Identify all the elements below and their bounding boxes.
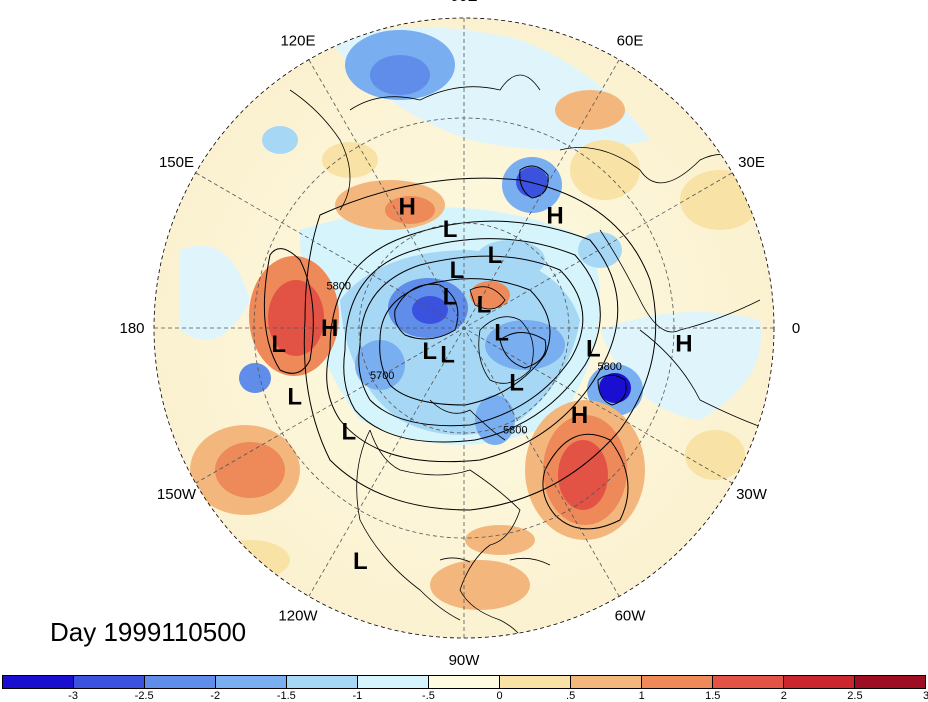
colorbar-boxes [2,675,926,689]
low-pressure-label: L [440,341,455,368]
high-pressure-label: H [399,193,416,220]
colorbar-tick-label: -.5 [422,690,435,702]
contour-labels: 5800 5700 5800 5800 [327,281,622,437]
height-contours [263,165,657,530]
longitude-label: 150W [157,486,197,503]
map-boundary [153,17,775,639]
low-pressure-label: L [494,320,509,347]
colorbar-tick-label: -1 [352,690,363,702]
low-pressure-label: L [341,419,356,446]
colorbar-tick-label: 3 [922,690,928,702]
longitude-label: 180 [119,320,144,337]
colorbar: -3 -2.5 -2 -1.5 -1 -.5 0 .5 1 1.5 2 2.5 3 [0,675,928,702]
longitude-label: 60W [615,608,647,625]
colorbar-swatch [216,676,287,688]
colorbar-swatch [74,676,145,688]
longitude-label: 120W [278,608,318,625]
colorbar-swatch [784,676,855,688]
colorbar-swatch [713,676,784,688]
polar-map: 90E 60E 30E 0 30W 60W 90W 120W 150W 180 150E 120E 5… [119,0,800,669]
contour-label: 5800 [503,424,527,436]
low-pressure-label: L [488,242,503,269]
longitude-label: 30E [738,154,765,171]
high-pressure-label: H [675,330,692,357]
low-pressure-label: L [271,331,286,358]
colorbar-swatch [855,676,925,688]
colorbar-tick-label: .5 [566,690,576,702]
longitude-label: 120E [280,33,315,50]
longitude-label: 150E [159,154,194,171]
colorbar-tick-label: 1.5 [705,690,721,702]
high-pressure-label: H [546,203,563,230]
colorbar-tick-label: -2 [210,690,221,702]
colorbar-swatch [287,676,358,688]
low-pressure-label: L [287,383,302,410]
low-pressure-label: L [450,257,465,284]
longitude-label: 90W [449,652,481,669]
high-pressure-label: H [321,315,338,342]
contour-label: 5800 [327,281,351,293]
colorbar-tick-label: 2 [780,690,787,702]
longitude-label: 60E [617,33,644,50]
low-pressure-label: L [353,548,368,575]
colorbar-tick-label: -3 [68,690,78,702]
low-pressure-label: L [443,216,458,243]
colorbar-swatch [500,676,571,688]
longitude-label: 0 [792,320,800,337]
longitude-label: 30W [736,486,768,503]
colorbar-swatch [3,676,74,688]
day-title: Day 1999110500 [50,617,247,647]
anomaly-field [154,18,774,638]
low-pressure-label: L [586,336,601,363]
longitude-label: 90E [451,0,478,5]
colorbar-swatch [429,676,500,688]
colorbar-swatch [145,676,216,688]
contour-label: 5700 [370,370,394,382]
contour-label: 5800 [597,361,621,373]
low-pressure-label: L [422,338,437,365]
low-pressure-label: L [509,370,524,397]
low-pressure-label: L [443,284,458,311]
colorbar-swatch [571,676,642,688]
colorbar-tick-label: 1 [638,690,645,702]
colorbar-tick-label: -1.5 [276,690,296,702]
colorbar-tick-label: -2.5 [134,690,154,702]
colorbar-tick-label: 0 [496,690,503,702]
colorbar-swatch [358,676,429,688]
colorbar-tick-label: 2.5 [847,690,863,702]
colorbar-swatch [642,676,713,688]
low-pressure-label: L [477,291,492,318]
high-pressure-label: H [571,402,588,429]
longitude-labels: 90E 60E 30E 0 30W 60W 90W 120W 150W 180 150E 120E [119,0,800,669]
graticule [154,18,774,638]
